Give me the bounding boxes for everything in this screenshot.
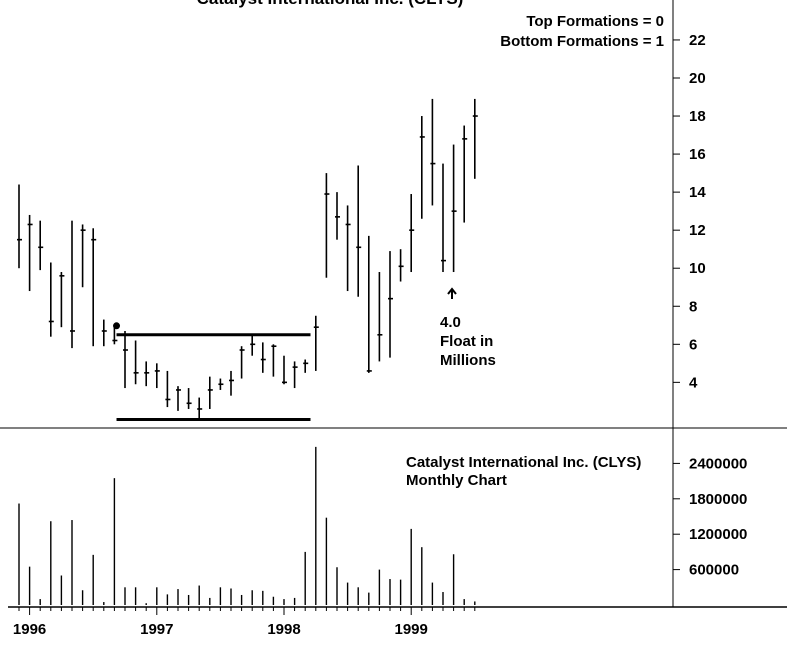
x-tick-label: 1996 xyxy=(13,621,46,638)
float-note: Millions xyxy=(440,352,496,369)
x-tick-label: 1997 xyxy=(140,621,173,638)
y-tick-label: 600000 xyxy=(689,562,739,579)
annotation: Top Formations = 0 xyxy=(526,13,664,30)
y-tick-label: 6 xyxy=(689,336,697,353)
annotation: Bottom Formations = 1 xyxy=(500,33,664,50)
volume-subtitle: Monthly Chart xyxy=(406,472,507,489)
y-tick-label: 8 xyxy=(689,298,697,315)
float-note: Float in xyxy=(440,333,493,350)
y-tick-label: 2400000 xyxy=(689,455,747,472)
y-tick-label: 16 xyxy=(689,146,706,163)
y-tick-label: 14 xyxy=(689,184,706,201)
y-tick-label: 1200000 xyxy=(689,526,747,543)
y-tick-label: 4 xyxy=(689,374,698,391)
y-tick-label: 1800000 xyxy=(689,491,747,508)
y-tick-label: 12 xyxy=(689,222,706,239)
x-tick-label: 1999 xyxy=(395,621,428,638)
volume-title: Catalyst International Inc. (CLYS) xyxy=(406,454,641,471)
float-note: 4.0 xyxy=(440,314,461,331)
y-tick-label: 18 xyxy=(689,108,706,125)
x-tick-label: 1998 xyxy=(267,621,300,638)
y-tick-label: 10 xyxy=(689,260,706,277)
y-tick-label: 20 xyxy=(689,70,706,87)
y-tick-label: 22 xyxy=(689,32,706,49)
arrow xyxy=(447,287,457,299)
chart-title: Catalyst International Inc. (CLYS) xyxy=(197,0,464,8)
formation-marker xyxy=(113,322,121,330)
